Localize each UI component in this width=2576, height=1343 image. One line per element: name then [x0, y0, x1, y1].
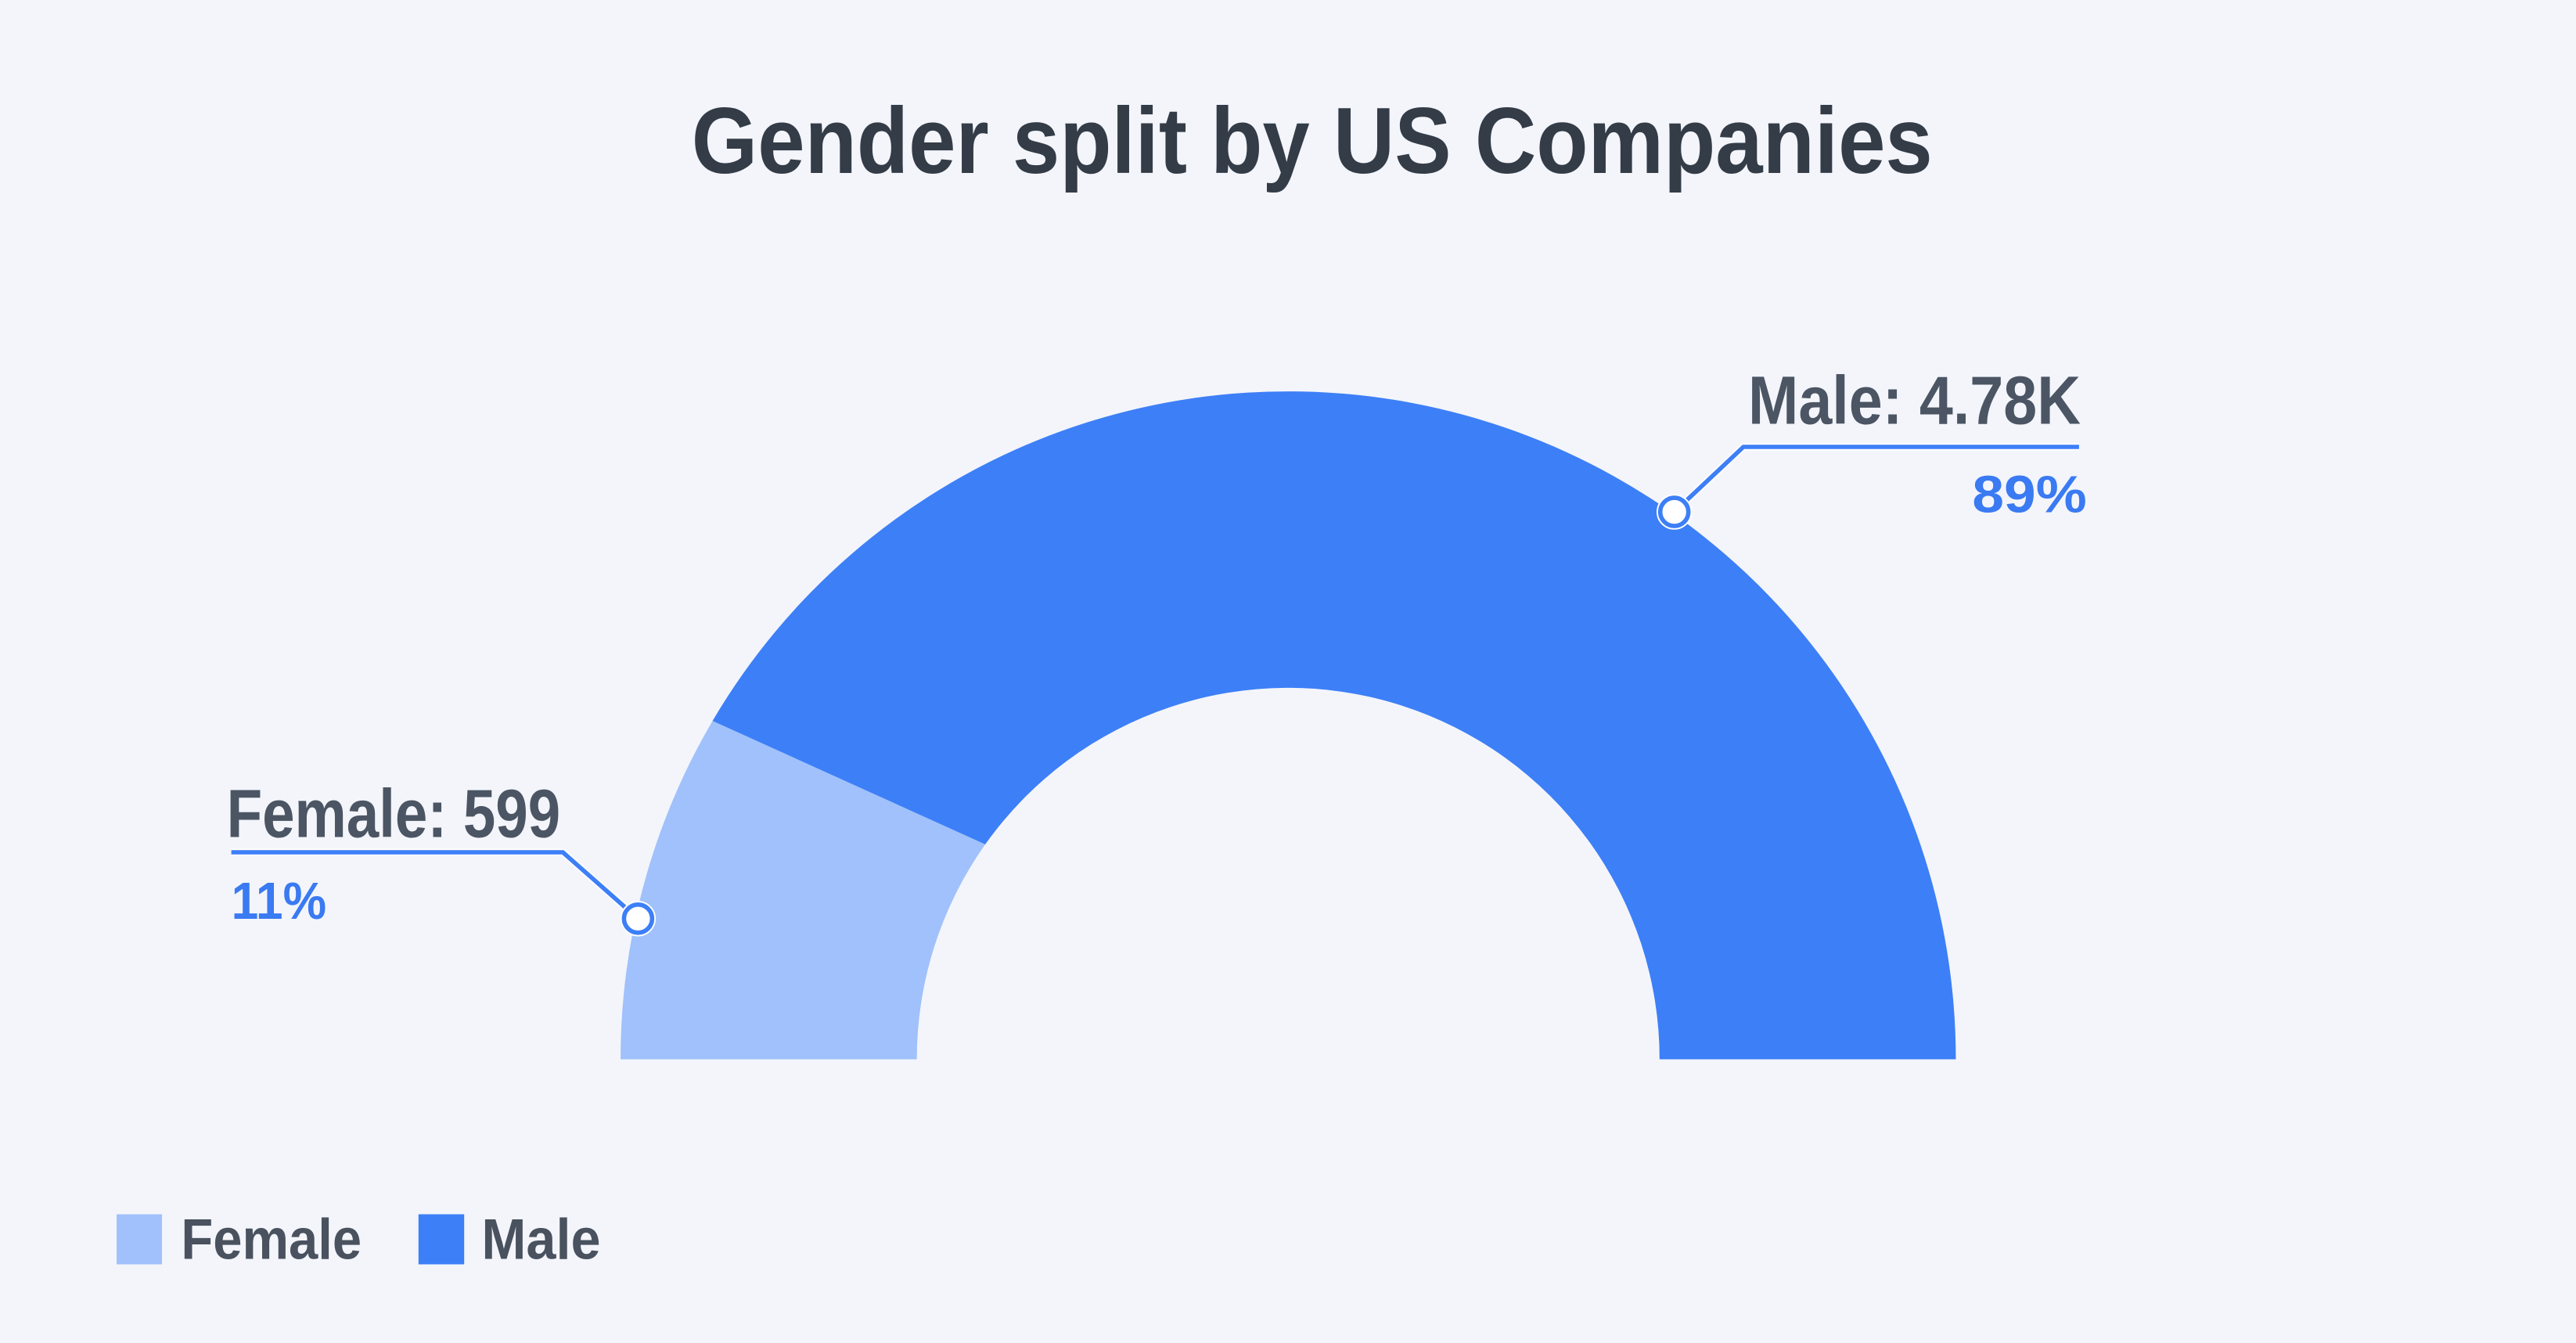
svg-text:11%: 11%: [232, 873, 327, 931]
svg-text:Female: 599: Female: 599: [227, 776, 561, 852]
svg-text:Male: 4.78K: Male: 4.78K: [1748, 362, 2081, 438]
svg-text:89%: 89%: [1972, 466, 2086, 524]
svg-text:Gender split by US Companies: Gender split by US Companies: [692, 88, 1933, 193]
svg-text:Female: Female: [181, 1208, 362, 1272]
svg-text:Male: Male: [481, 1208, 600, 1272]
